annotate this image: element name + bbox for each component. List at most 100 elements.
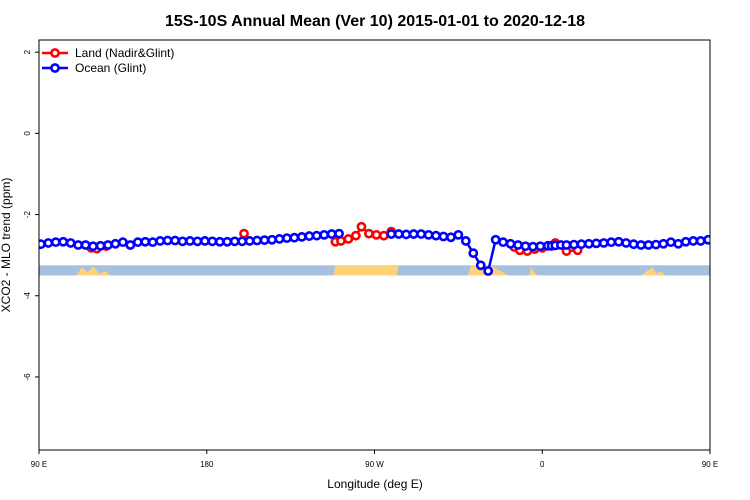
data-point (438, 231, 449, 242)
data-point (222, 236, 233, 247)
data-point (39, 239, 46, 250)
chart-title: 15S-10S Annual Mean (Ver 10) 2015-01-01 … (165, 13, 585, 30)
data-point (140, 236, 151, 247)
data-point (147, 237, 158, 248)
data-point (237, 236, 248, 247)
data-point (408, 229, 419, 239)
data-point (416, 229, 426, 239)
data-point (665, 237, 676, 248)
land-band-patch (529, 267, 539, 276)
data-point (319, 229, 330, 240)
data-point (65, 238, 76, 248)
data-point (703, 234, 710, 245)
data-point (311, 230, 322, 241)
data-point (576, 239, 587, 250)
data-point (267, 234, 277, 245)
data-point (162, 235, 173, 246)
data-point (695, 236, 706, 246)
data-point (680, 236, 691, 247)
data-point (155, 236, 166, 246)
data-point (621, 238, 632, 248)
data-point (343, 234, 354, 244)
data-point (636, 240, 646, 250)
data-point (192, 236, 203, 247)
data-point (498, 237, 509, 248)
data-point (453, 229, 464, 240)
surface-band (39, 265, 710, 276)
data-point (199, 236, 210, 246)
data-point (651, 239, 661, 250)
data-point (58, 236, 69, 247)
data-point (43, 238, 54, 248)
legend-label: Land (Nadir&Glint) (75, 46, 174, 60)
y-axis-label: XCO2 - MLO trend (ppm) (0, 178, 13, 313)
data-point (528, 241, 538, 252)
land-band-patch (333, 265, 399, 276)
data-point (244, 236, 255, 246)
legend-marker (50, 63, 60, 73)
y-axis: 2 0 -2 -4 -6 (23, 49, 39, 380)
data-point (259, 235, 270, 246)
data-point (326, 229, 337, 239)
data-point (598, 238, 609, 248)
x-tick-label: 90 E (702, 460, 718, 469)
legend-item: Land (Nadir&Glint) (42, 46, 174, 60)
data-point (613, 236, 624, 247)
data-point (125, 240, 136, 250)
data-point (80, 240, 91, 250)
data-point (393, 229, 404, 239)
series-segment (486, 239, 497, 272)
x-tick-label: 90 W (365, 460, 384, 469)
y-tick-label: -6 (23, 373, 32, 381)
data-point (628, 239, 639, 250)
data-point (423, 229, 434, 240)
data-point (296, 231, 307, 242)
data-point (490, 234, 501, 245)
data-point (688, 236, 699, 246)
data-point (95, 240, 106, 251)
land-band-patch (641, 267, 666, 276)
data-point (177, 236, 188, 247)
series-ocean (39, 228, 710, 276)
x-tick-label: 0 (540, 460, 545, 469)
y-tick-label: -4 (23, 292, 32, 300)
x-tick-label: 180 (200, 460, 214, 469)
data-point (110, 238, 121, 249)
data-point (281, 233, 292, 243)
data-point (591, 238, 602, 249)
legend: Land (Nadir&Glint)Ocean (Glint) (42, 46, 174, 75)
data-point (468, 248, 479, 259)
data-point (334, 228, 344, 239)
data-point (50, 237, 61, 248)
data-point (88, 241, 98, 252)
legend-item: Ocean (Glint) (42, 61, 146, 75)
data-point (364, 228, 374, 239)
data-point (520, 241, 531, 252)
data-point (214, 236, 225, 247)
y-tick-label: 0 (23, 131, 32, 136)
x-axis: 90 E 180 90 W 0 90 E (31, 450, 718, 469)
data-point (371, 229, 382, 240)
data-point (505, 238, 516, 249)
data-point (252, 235, 262, 246)
data-point (460, 236, 471, 246)
data-point (239, 228, 249, 239)
series-layer (39, 221, 710, 276)
data-point (356, 221, 367, 232)
data-point (170, 235, 180, 246)
data-point (103, 240, 113, 250)
x-axis-label: Longitude (deg E) (327, 477, 422, 491)
x-tick-label: 90 E (31, 460, 47, 469)
data-point (229, 236, 240, 247)
data-point (304, 231, 315, 241)
data-point (386, 229, 397, 239)
y-tick-label: 2 (23, 49, 32, 54)
data-point (401, 229, 412, 240)
legend-marker (50, 48, 60, 58)
data-point (673, 238, 684, 249)
data-point (378, 230, 389, 241)
data-point (535, 241, 546, 252)
data-point (73, 240, 84, 250)
data-point (513, 240, 523, 250)
legend-label: Ocean (Glint) (75, 61, 146, 75)
